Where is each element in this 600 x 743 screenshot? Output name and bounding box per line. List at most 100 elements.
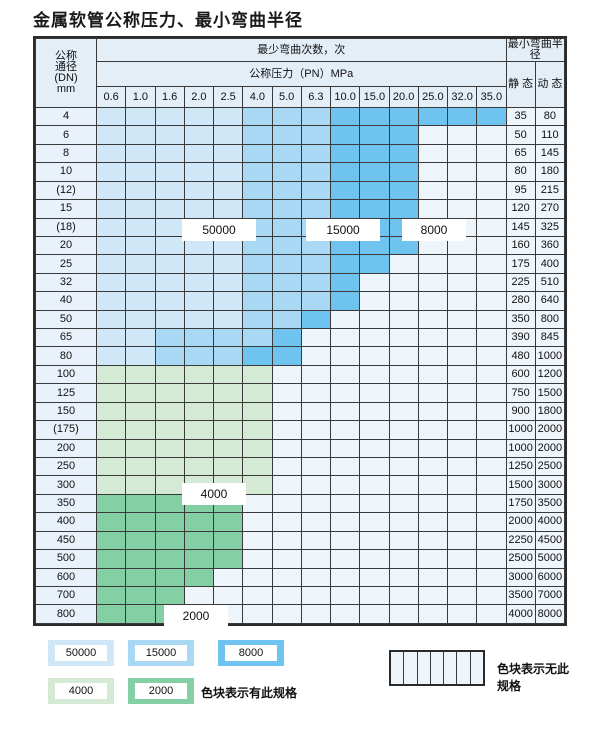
pressure-col-header-13: 35.0 (476, 86, 507, 108)
cell-dn-25-pn-1.0 (125, 254, 156, 274)
cell-dn-450-pn-1.0 (125, 530, 156, 551)
cell-dn-100-pn-10.0 (329, 364, 361, 385)
cell-dn-8-pn-20.0 (388, 143, 419, 164)
cell-dn-4-pn-2.5 (212, 106, 244, 127)
cell-dn-25-pn-35.0 (476, 254, 507, 274)
cell-dn-6-pn-35.0 (476, 125, 507, 145)
cell-dn-500-pn-4.0 (242, 549, 273, 569)
cell-dn-80-pn-0.6 (95, 346, 127, 366)
static-radius: 1750 (505, 493, 536, 514)
cell-dn-125-pn-25.0 (417, 383, 449, 403)
cell-dn-250-pn-15.0 (359, 457, 390, 477)
cell-dn-100-pn-25.0 (417, 364, 449, 385)
cell-dn-500-pn-15.0 (359, 549, 390, 569)
cell-dn-65-pn-1.6 (154, 328, 185, 348)
dynamic-radius: 4000 (534, 512, 566, 532)
cell-dn-500-pn-32.0 (446, 549, 478, 569)
cell-dn-300-pn-4.0 (242, 475, 273, 495)
cell-dn-400-pn-2.0 (183, 512, 215, 532)
cell-dn-400-pn-1.0 (125, 512, 156, 532)
cell-dn-80-pn-1.0 (125, 346, 156, 366)
cell-dn-40-pn-2.0 (183, 291, 215, 311)
cell-dn-125-pn-32.0 (446, 383, 478, 403)
cell-dn-15-pn-35.0 (476, 199, 507, 219)
cell-dn-700-pn-10.0 (329, 585, 361, 606)
cell-dn-40-pn-4.0 (242, 291, 273, 311)
cell-dn-4-pn-4.0 (242, 106, 273, 127)
cell-dn-10-pn-4.0 (242, 162, 273, 182)
cell-dn-15-pn-1.6 (154, 199, 185, 219)
dynamic-radius: 2500 (534, 457, 566, 477)
static-radius: 280 (505, 291, 536, 311)
page-title: 金属软管公称压力、最小弯曲半径 (33, 11, 303, 31)
cell-dn-100-pn-1.6 (154, 364, 185, 385)
cell-dn-15-pn-5.0 (271, 199, 302, 219)
cell-dn-15-pn-2.5 (212, 199, 244, 219)
cell-dn-40-pn-15.0 (359, 291, 390, 311)
cell-dn-200-pn-5.0 (271, 438, 302, 459)
cell-dn-32-pn-10.0 (329, 272, 361, 293)
cell-dn-700-pn-5.0 (271, 585, 302, 606)
cell-dn-125-pn-35.0 (476, 383, 507, 403)
legend-swatch-2000: 2000 (128, 678, 194, 704)
cell-dn-125-pn-2.0 (183, 383, 215, 403)
grid-callout-8000: 8000 (403, 220, 465, 240)
cell-dn-250-pn-4.0 (242, 457, 273, 477)
cell-dn-100-pn-4.0 (242, 364, 273, 385)
cell-dn-100-pn-2.0 (183, 364, 215, 385)
cell-dn-200-pn-4.0 (242, 438, 273, 459)
cell-dn-(175)-pn-10.0 (329, 420, 361, 440)
cell-dn-450-pn-2.0 (183, 530, 215, 551)
cell-dn-400-pn-20.0 (388, 512, 419, 532)
cell-dn-8-pn-1.0 (125, 143, 156, 164)
cell-dn-15-pn-15.0 (359, 199, 390, 219)
dynamic-radius: 7000 (534, 585, 566, 606)
dynamic-radius: 1500 (534, 383, 566, 403)
cell-dn-400-pn-35.0 (476, 512, 507, 532)
cell-dn-25-pn-25.0 (417, 254, 449, 274)
cell-dn-150-pn-15.0 (359, 401, 390, 422)
dynamic-radius: 8000 (534, 604, 566, 624)
cell-dn-800-pn-4.0 (242, 604, 273, 624)
legend-has-spec-text: 色块表示有此规格 (201, 686, 298, 700)
cell-dn-500-pn-20.0 (388, 549, 419, 569)
cell-dn-600-pn-32.0 (446, 567, 478, 587)
cell-dn-700-pn-32.0 (446, 585, 478, 606)
dn-value: 125 (35, 383, 97, 403)
cell-dn-6-pn-4.0 (242, 125, 273, 145)
cell-dn-400-pn-4.0 (242, 512, 273, 532)
cell-dn-700-pn-2.0 (183, 585, 215, 606)
dn-value: 150 (35, 401, 97, 422)
static-radius: 2500 (505, 549, 536, 569)
dynamic-radius: 215 (534, 180, 566, 201)
cell-dn-250-pn-32.0 (446, 457, 478, 477)
static-radius: 350 (505, 309, 536, 330)
cell-dn-32-pn-2.5 (212, 272, 244, 293)
static-radius: 3000 (505, 567, 536, 587)
dn-value: 4 (35, 106, 97, 127)
cell-dn-(12)-pn-10.0 (329, 180, 361, 201)
cell-dn-15-pn-6.3 (300, 199, 332, 219)
cell-dn-250-pn-0.6 (95, 457, 127, 477)
cell-dn-6-pn-2.5 (212, 125, 244, 145)
cell-dn-700-pn-15.0 (359, 585, 390, 606)
cell-dn-125-pn-2.5 (212, 383, 244, 403)
cell-dn-32-pn-6.3 (300, 272, 332, 293)
header-pressure: 公称压力（PN）MPa (96, 61, 507, 87)
static-radius: 80 (505, 162, 536, 182)
cell-dn-4-pn-2.0 (183, 106, 215, 127)
dynamic-radius: 180 (534, 162, 566, 182)
cell-dn-32-pn-1.6 (154, 272, 185, 293)
cell-dn-125-pn-15.0 (359, 383, 390, 403)
cell-dn-400-pn-5.0 (271, 512, 302, 532)
cell-dn-100-pn-2.5 (212, 364, 244, 385)
cell-dn-700-pn-4.0 (242, 585, 273, 606)
cell-dn-(12)-pn-32.0 (446, 180, 478, 201)
dn-value: 8 (35, 143, 97, 164)
cell-dn-8-pn-32.0 (446, 143, 478, 164)
cell-dn-32-pn-1.0 (125, 272, 156, 293)
spec-table: 公称 通径 (DN) mm 最少弯曲次数，次 最小弯曲半径 公称压力（PN）MP… (35, 38, 566, 624)
pressure-col-header-9: 15.0 (359, 86, 390, 108)
cell-dn-200-pn-25.0 (417, 438, 449, 459)
